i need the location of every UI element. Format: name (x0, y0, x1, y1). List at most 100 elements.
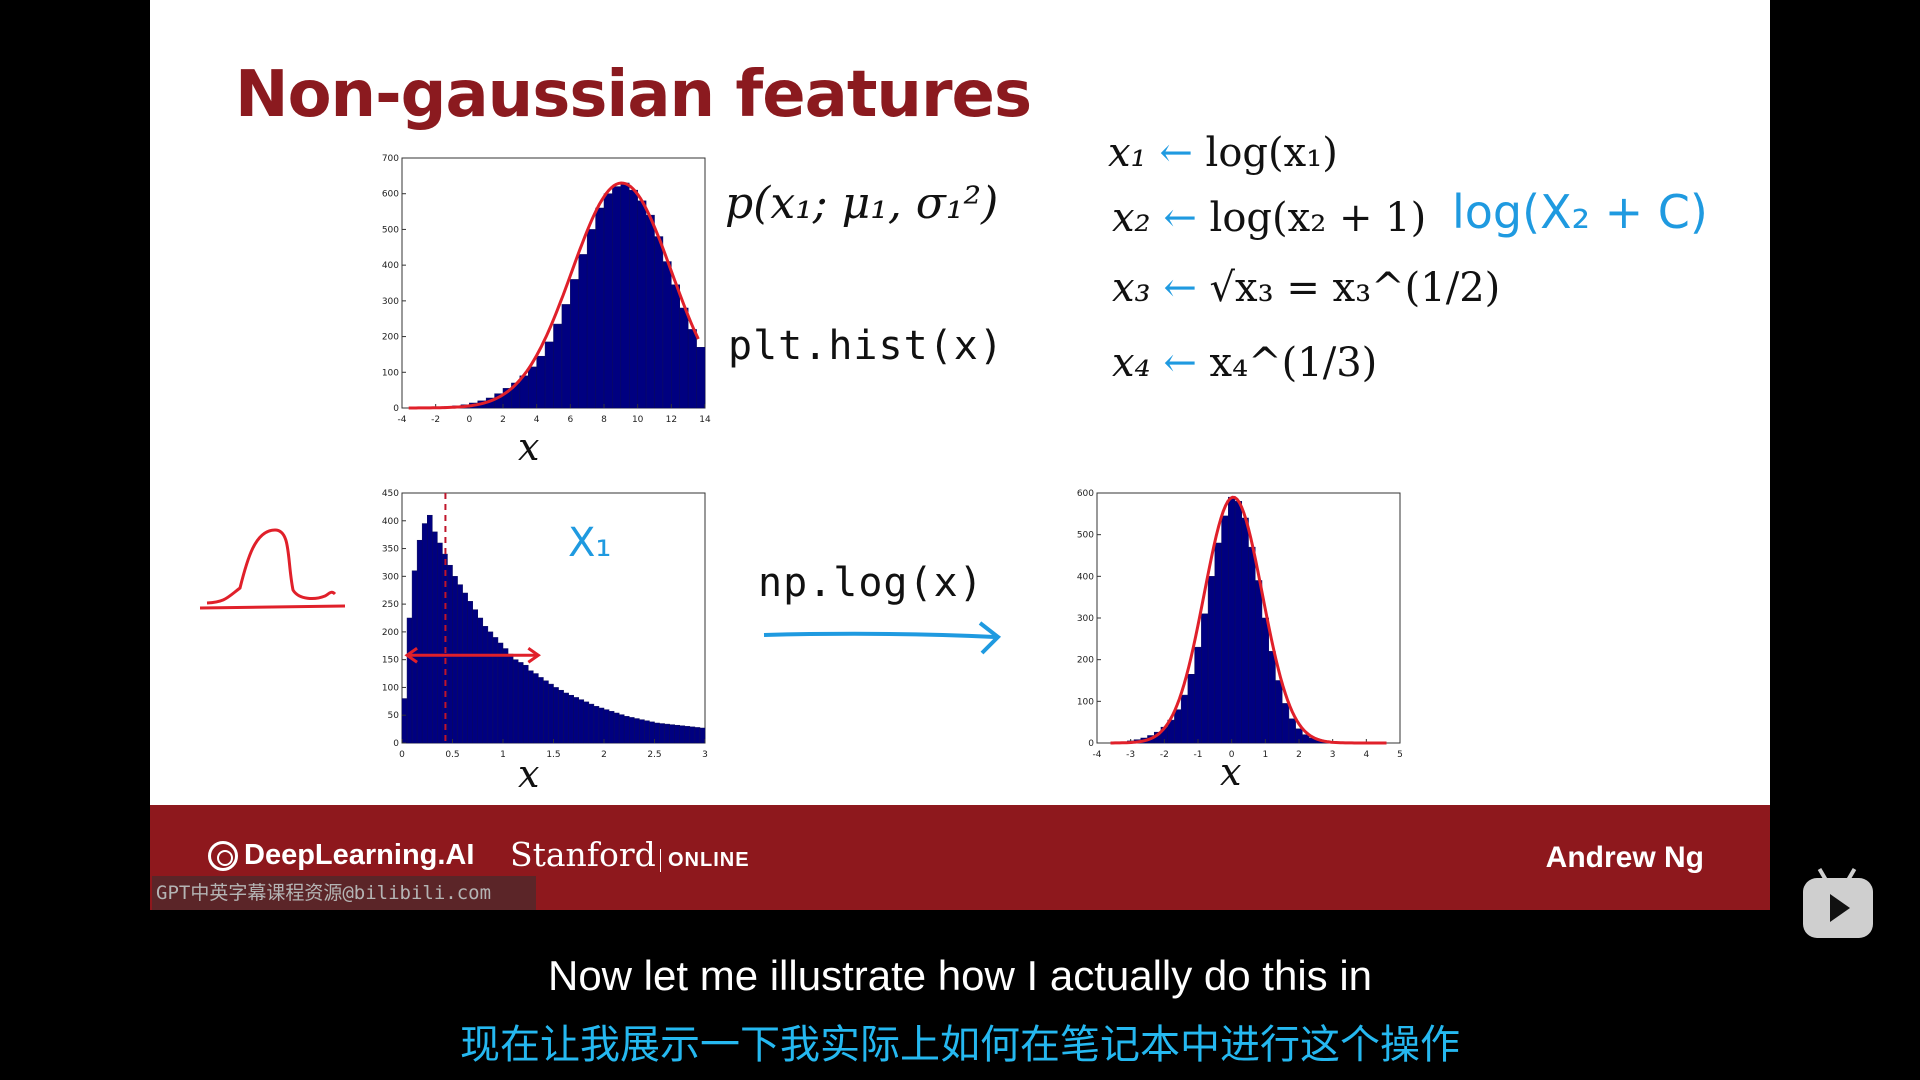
y-tick-label: 100 (382, 683, 399, 693)
histogram-bar (634, 718, 640, 744)
deeplearning-text: DeepLearning.AI (244, 839, 475, 871)
slide-title: Non-gaussian features (235, 58, 1032, 132)
x-tick-label: 14 (699, 415, 711, 425)
transform-3-lhs: x₃ (1112, 265, 1151, 311)
y-tick-label: 600 (382, 190, 399, 200)
histogram-bar (1275, 680, 1283, 744)
histogram-bar (679, 307, 689, 409)
x-tick-label: 0.5 (445, 750, 459, 760)
x-tick-label: 6 (567, 415, 573, 425)
handwritten-log-x2-c: log(X₂ + C) (1452, 185, 1708, 239)
histogram-bar (603, 193, 613, 409)
y-tick-label: 600 (1077, 489, 1094, 499)
histogram-bar (583, 701, 590, 744)
histogram-bar (543, 680, 549, 744)
histogram-bar (1174, 709, 1182, 744)
histogram-bar (639, 719, 645, 744)
np-log-code: np.log(x) (758, 560, 984, 606)
x-tick-label: 2 (500, 415, 506, 425)
transform-4-rhs: x₄^(1/3) (1209, 340, 1378, 386)
transform-1-rhs: log(x₁) (1205, 130, 1338, 176)
deeplearning-brand: DeepLearning.AI (208, 839, 474, 872)
histogram-bar (533, 673, 539, 744)
transform-3: x₃ ← √x₃ = x₃^(1/2) (1112, 265, 1500, 311)
histogram-bar (1201, 613, 1209, 744)
histogram-bar (664, 723, 670, 744)
histogram-bar (1268, 651, 1276, 744)
y-tick-label: 350 (382, 545, 399, 555)
histogram-bar (620, 182, 630, 409)
histogram-bar (1194, 646, 1202, 744)
histogram-bar (629, 189, 638, 409)
x-tick-label: 2 (601, 750, 607, 760)
histogram-bar (644, 720, 650, 744)
histogram-bar (437, 542, 443, 744)
xlabel-3: x (1220, 750, 1242, 794)
y-tick-label: 50 (388, 711, 400, 721)
deeplearning-logo-icon (208, 840, 238, 871)
histogram-bar (1248, 546, 1256, 744)
histogram-bar (522, 664, 529, 744)
x-tick-label: -3 (1126, 750, 1135, 760)
histogram-bar (482, 626, 489, 744)
histogram-svg: 0 0.5 1 1.5 2 2.5 3 0 50 100 150 200 250 300 350 400 450 (382, 489, 708, 760)
histogram-bar (586, 229, 596, 409)
x-tick-label: -1 (1194, 750, 1203, 760)
y-tick-label: 700 (382, 154, 399, 164)
transform-3-rhs: √x₃ = x₃^(1/2) (1209, 265, 1501, 311)
histogram-bar (561, 304, 571, 409)
histogram-bar (1221, 515, 1229, 744)
x-tick-label: 3 (1330, 750, 1336, 760)
histogram-bar (497, 642, 504, 744)
histogram-bar (416, 539, 423, 744)
y-tick-label: 150 (382, 656, 399, 666)
left-arrow-icon: ← (1163, 340, 1197, 386)
histogram-bar (538, 677, 544, 744)
histogram-bar (553, 687, 559, 744)
histogram-bar (427, 514, 433, 744)
histogram-bar (558, 689, 564, 744)
x-tick-label: 0 (466, 415, 472, 425)
histogram-bar (662, 261, 672, 409)
histogram-bar (637, 200, 647, 409)
fitted-gaussian-curve (408, 181, 700, 410)
y-tick-label: 400 (382, 517, 399, 527)
x-tick-label: 5 (1397, 750, 1403, 760)
histogram-bar (1207, 576, 1216, 744)
histogram-bar (421, 523, 428, 744)
histogram-bar (528, 366, 537, 409)
slide-footer: DeepLearning.AI Stanford ONLINE Andrew N… (150, 805, 1770, 910)
x-tick-label: -2 (1160, 750, 1169, 760)
histogram-bar (645, 214, 655, 409)
x-tick-label: 1.5 (546, 750, 560, 760)
histogram-bar (588, 703, 595, 744)
histogram-bar (452, 576, 458, 744)
histogram-bar (1241, 517, 1249, 744)
xlabel-2: x (518, 752, 540, 796)
histogram-bar (492, 637, 499, 744)
x-tick-label: 0 (1229, 750, 1235, 760)
histogram-bar (544, 341, 554, 409)
bilibili-play-icon[interactable] (1803, 867, 1873, 938)
x-tick-label: 1 (500, 750, 506, 760)
histogram-svg: -4 -3 -2 -1 0 1 2 3 4 5 0 100 200 300 400 500 600 (1077, 489, 1403, 760)
histogram-bar (502, 648, 509, 744)
watermark: GPT中英字幕课程资源@bilibili.com (152, 876, 536, 910)
y-tick-label: 300 (382, 572, 399, 582)
histogram-bar (472, 609, 478, 744)
subtitle-english: Now let me illustrate how I actually do … (547, 952, 1373, 999)
histogram-bar (593, 706, 600, 744)
transform-2: x₂ ← log(x₂ + 1) (1112, 195, 1426, 241)
histogram-bar (629, 717, 635, 744)
y-tick-label: 200 (382, 333, 399, 343)
transform-arrow-icon (763, 621, 1002, 655)
histogram-gaussian: -4 -2 0 2 4 6 8 10 12 14 0 100 200 300 400 500 600 700 (370, 150, 715, 430)
histogram-bar (570, 279, 579, 409)
left-arrow-icon: ← (1163, 195, 1197, 241)
histogram-bar (1302, 734, 1310, 744)
histogram-bar (649, 721, 655, 744)
spread-arrowhead-right (527, 646, 541, 664)
histogram-bar (528, 670, 534, 744)
fitted-gaussian-curve (1110, 495, 1387, 745)
y-tick-label: 100 (382, 368, 399, 378)
